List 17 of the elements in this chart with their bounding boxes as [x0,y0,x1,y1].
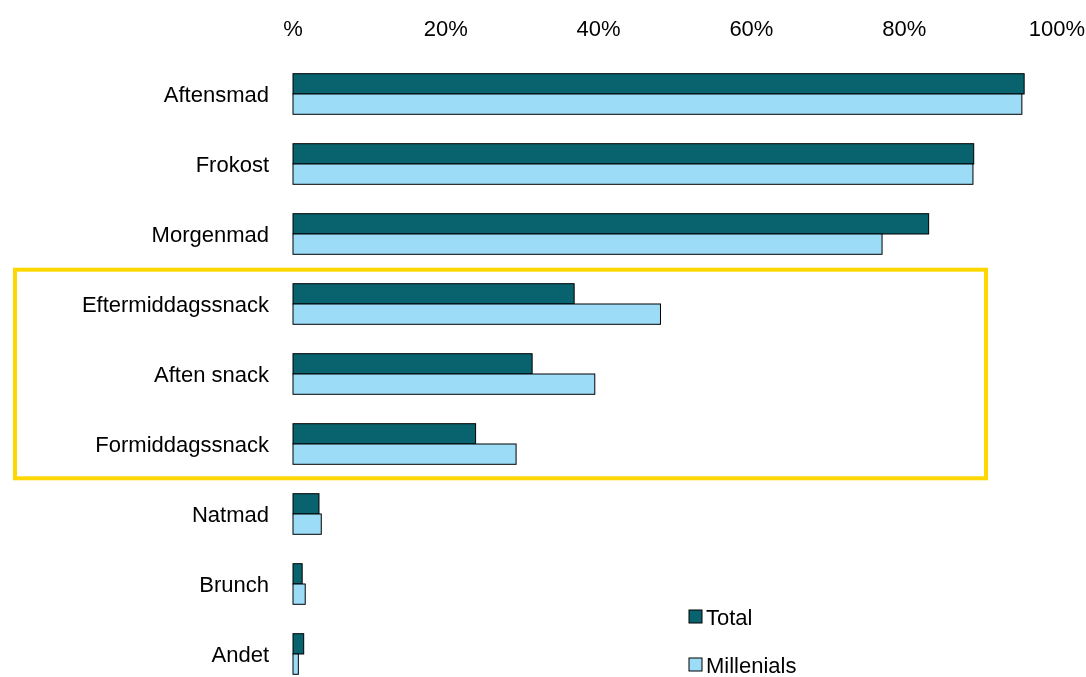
x-tick-label: 100% [1028,16,1086,41]
x-tick-label: 40% [576,16,621,41]
y-tick-label: Formiddagssnack [95,431,270,457]
legend-label: Millenials [706,652,797,677]
y-tick-label: Brunch [199,571,269,597]
x-tick-label: 20% [423,16,468,41]
y-tick-label: Eftermiddagssnack [81,291,270,317]
legend-label: Total [706,604,753,630]
y-tick-label: Morgenmad [151,221,269,247]
y-tick-label: Frokost [195,151,269,177]
x-tick-label: 60% [729,16,774,41]
x-tick-label: 80% [882,16,927,41]
y-tick-label: Aften snack [154,361,270,387]
y-tick-label: Andet [211,641,269,667]
x-tick-label: % [283,16,303,41]
y-tick-label: Aftensmad [163,81,269,107]
y-tick-label: Natmad [191,501,269,527]
